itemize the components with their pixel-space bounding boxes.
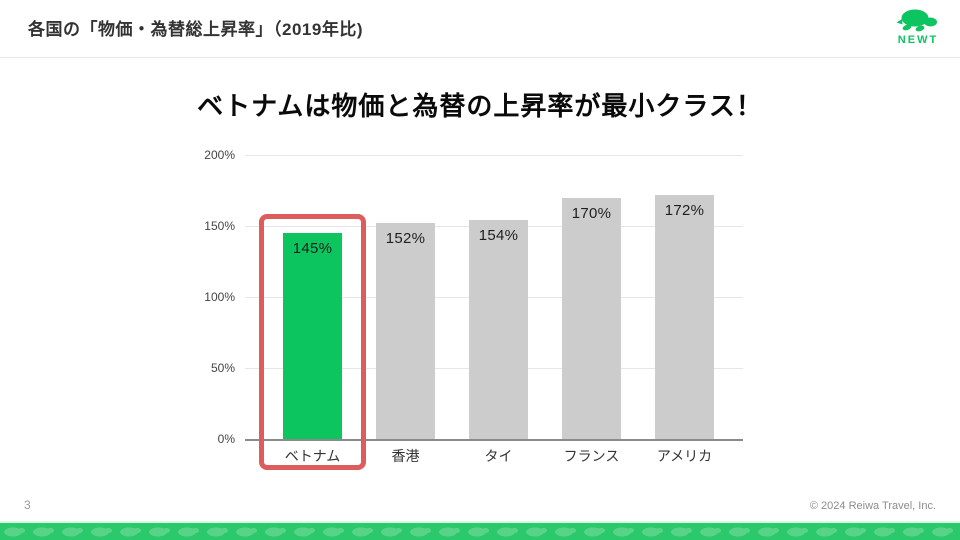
bar-value-label: 170% bbox=[571, 205, 612, 222]
logo-wordmark: NEWT bbox=[897, 34, 939, 46]
y-axis-tick: 100% bbox=[204, 290, 235, 304]
copyright: © 2024 Reiwa Travel, Inc. bbox=[809, 500, 936, 512]
bar-フランス: 170% bbox=[562, 198, 621, 439]
bar-value-label: 172% bbox=[664, 202, 705, 219]
y-axis-tick: 200% bbox=[204, 148, 235, 162]
bar-ベトナム: 145% bbox=[283, 233, 342, 439]
y-axis-tick: 0% bbox=[217, 432, 235, 446]
turtle-icon bbox=[890, 7, 946, 35]
gridline bbox=[245, 155, 743, 156]
x-axis-label: ベトナム bbox=[284, 448, 341, 464]
bar-タイ: 154% bbox=[469, 220, 528, 439]
bar-アメリカ: 172% bbox=[655, 195, 714, 439]
x-axis-label: フランス bbox=[563, 448, 620, 464]
header-divider bbox=[0, 57, 960, 58]
turtle-pattern-band bbox=[0, 521, 960, 540]
page-number: 3 bbox=[24, 498, 31, 512]
bar-香港: 152% bbox=[376, 223, 435, 439]
bar-value-label: 145% bbox=[292, 240, 333, 257]
bar-value-label: 154% bbox=[478, 227, 519, 244]
x-axis-label: アメリカ bbox=[656, 448, 713, 464]
bar-chart: 145% 152% 154% 170% 172% 200% 150% 100% 50% 0% ベト… bbox=[204, 148, 743, 485]
slide-headline: ベトナムは物価と為替の上昇率が最小クラス！ bbox=[197, 91, 763, 121]
bar-value-label: 152% bbox=[385, 230, 426, 247]
newt-logo: NEWT bbox=[890, 7, 946, 46]
y-axis-tick: 50% bbox=[210, 361, 235, 375]
x-axis-label: タイ bbox=[484, 448, 513, 464]
x-axis-label: 香港 bbox=[391, 448, 420, 464]
plot-area: 145% 152% 154% 170% 172% bbox=[245, 155, 743, 441]
y-axis-tick: 150% bbox=[204, 219, 235, 233]
page-title: 各国の「物価・為替総上昇率」（2019年比) bbox=[28, 20, 363, 39]
highlight-box bbox=[259, 214, 366, 470]
